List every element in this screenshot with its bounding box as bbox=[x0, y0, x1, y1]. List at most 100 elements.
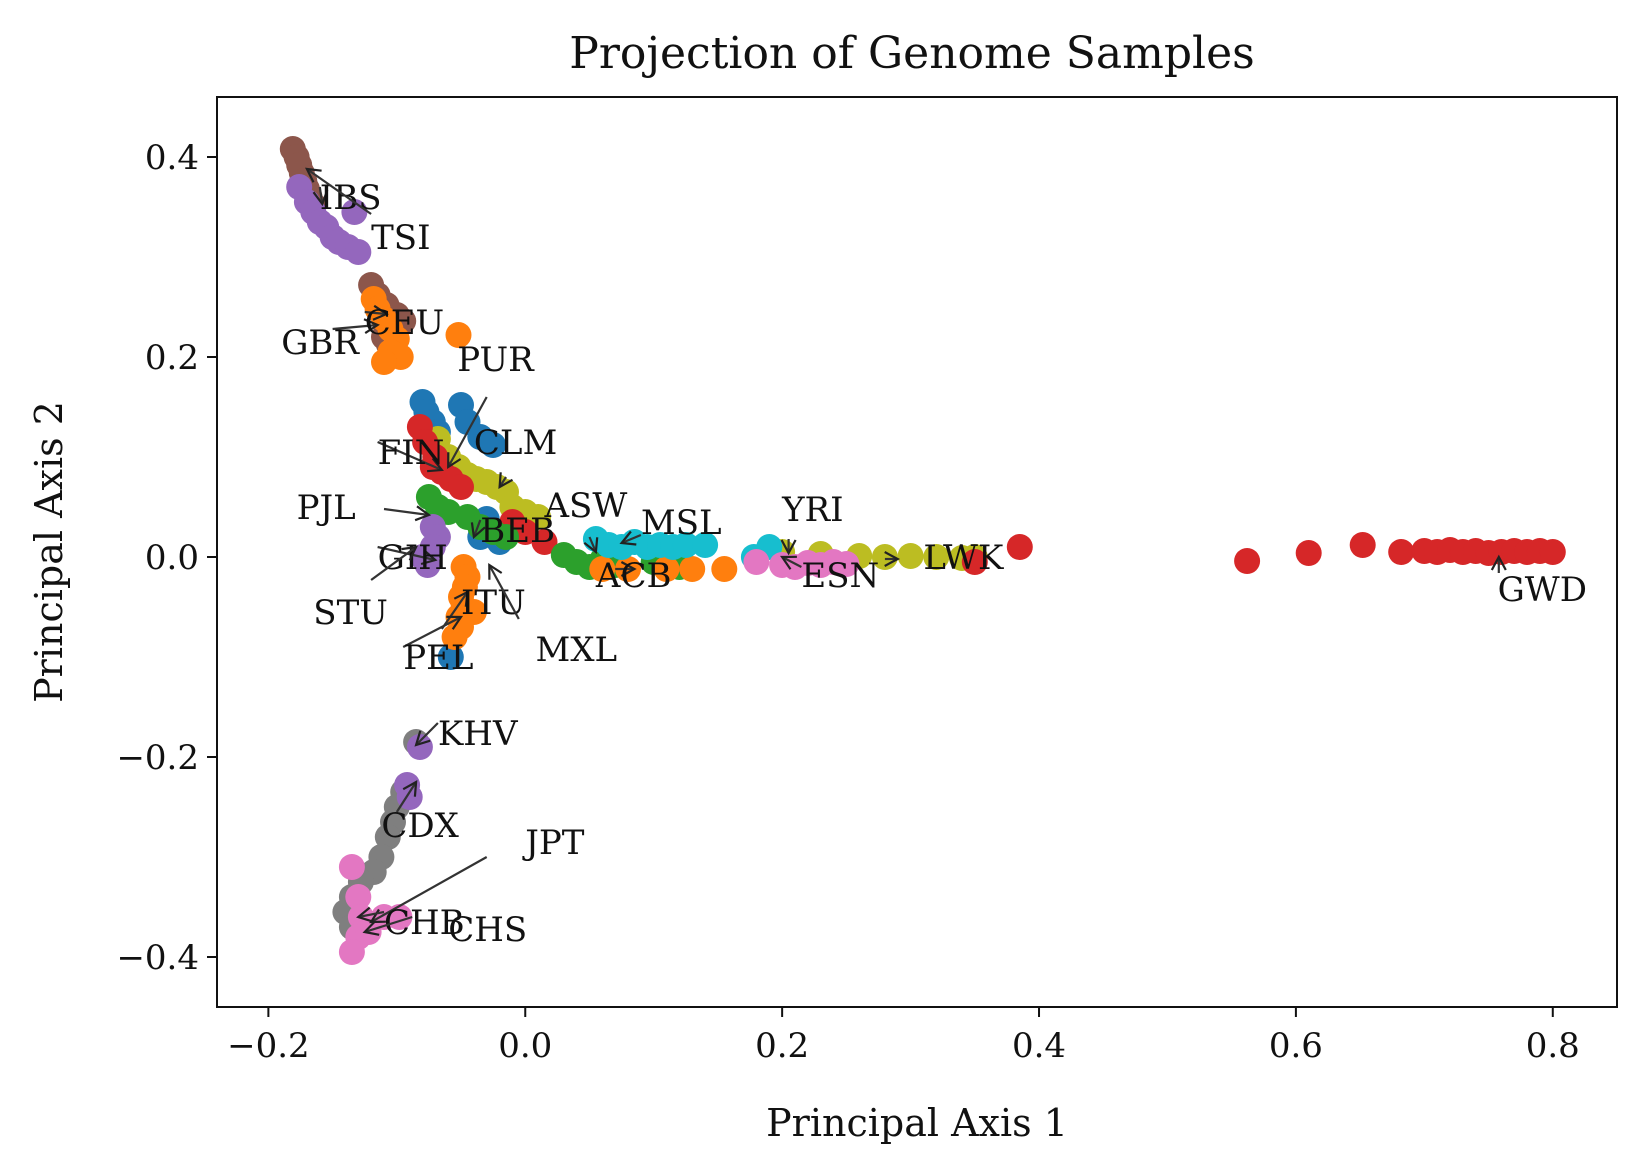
annotation-label-pjl: PJL bbox=[297, 488, 356, 528]
data-point-s10-p6 bbox=[833, 551, 860, 577]
annotation-label-itu: ITU bbox=[461, 583, 526, 623]
data-point-s8-p12 bbox=[679, 556, 706, 582]
annotation-arrowhead-mxl bbox=[488, 562, 503, 580]
annotation-label-chs: CHS bbox=[448, 910, 527, 950]
annotation-arrowhead-gbr bbox=[363, 318, 380, 335]
annotation-arrowhead-ibs bbox=[312, 189, 329, 207]
annotation-arrowhead-yri bbox=[780, 539, 797, 556]
annotation-label-gbr: GBR bbox=[281, 323, 360, 363]
chart-title: Projection of Genome Samples bbox=[569, 28, 1255, 79]
annotation-arrowhead-stu bbox=[401, 545, 418, 561]
annotation-label-tsi: TSI bbox=[371, 218, 430, 258]
x-tick-label: 0.4 bbox=[1012, 1026, 1066, 1066]
annotation-arrow-jpt bbox=[370, 856, 488, 923]
annotation-arrowhead-clm bbox=[498, 472, 514, 489]
annotation-arrow-msl bbox=[621, 533, 642, 545]
annotation-label-pel: PEL bbox=[403, 638, 473, 678]
data-point-s5-p10 bbox=[961, 549, 988, 575]
data-point-s13-p0 bbox=[338, 854, 365, 880]
annotation-arrow-beb bbox=[472, 519, 482, 538]
annotation-label-fin: FIN bbox=[378, 433, 445, 473]
annotation-label-jpt: JPT bbox=[522, 823, 585, 863]
y-tick-label: −0.4 bbox=[116, 938, 199, 978]
data-point-s1-p9 bbox=[341, 199, 368, 225]
data-point-s5-p12 bbox=[1234, 548, 1261, 574]
annotation-arrowhead-pjl bbox=[414, 505, 432, 522]
y-tick-label: −0.2 bbox=[116, 738, 199, 778]
data-point-s2-p8 bbox=[445, 322, 472, 348]
data-point-s5-p15 bbox=[1388, 539, 1415, 565]
data-point-s13-p4 bbox=[338, 939, 365, 965]
data-point-s5-p26 bbox=[1539, 539, 1566, 565]
y-tick-label: 0.2 bbox=[145, 338, 199, 378]
annotation-label-acb: ACB bbox=[595, 556, 672, 596]
annotation-arrowhead-gih bbox=[420, 549, 438, 566]
annotation-arrowhead-ceu bbox=[372, 304, 389, 321]
data-point-s5-p14 bbox=[1349, 532, 1376, 558]
annotation-arrowhead-chs bbox=[362, 920, 380, 936]
x-tick-label: 0.6 bbox=[1269, 1026, 1323, 1066]
annotation-label-chb: CHB bbox=[384, 903, 465, 943]
y-tick-label: 0.0 bbox=[145, 538, 199, 578]
annotation-label-khv: KHV bbox=[438, 714, 519, 754]
annotation-label-msl: MSL bbox=[641, 503, 722, 543]
annotation-arrow-pur bbox=[447, 396, 488, 468]
annotation-label-lwk: LWK bbox=[923, 538, 1004, 578]
annotation-arrow-ibs bbox=[318, 186, 324, 205]
annotation-arrowhead-cdx bbox=[402, 780, 418, 797]
annotation-arrowhead-pel bbox=[446, 615, 464, 630]
data-point-s4-p16 bbox=[923, 544, 950, 570]
annotation-label-gih: GIH bbox=[378, 538, 448, 578]
annotation-arrowhead-acb bbox=[620, 561, 637, 577]
annotation-arrow-fin bbox=[377, 440, 443, 472]
data-points bbox=[279, 136, 1566, 965]
annotation-label-mxl: MXL bbox=[536, 630, 618, 670]
data-point-s8-p11 bbox=[653, 556, 680, 582]
plot-frame bbox=[216, 96, 1618, 1008]
data-point-s11-p4 bbox=[374, 824, 401, 850]
x-tick-label: 0.8 bbox=[1526, 1026, 1580, 1066]
annotation-label-stu: STU bbox=[313, 593, 388, 633]
data-point-s3-p7 bbox=[480, 432, 507, 458]
annotation-arrowhead-pur bbox=[447, 452, 462, 470]
data-point-s10-p0 bbox=[743, 549, 770, 575]
annotation-arrowhead-tsi bbox=[305, 167, 322, 183]
annotation-arrow-ceu bbox=[364, 310, 387, 316]
data-point-s1-p8 bbox=[345, 239, 372, 265]
y-axis-ticks: −0.4 −0.2 0.0 0.2 0.4 bbox=[116, 138, 217, 978]
data-point-s5-p9 bbox=[531, 529, 558, 555]
data-point-s9-p7 bbox=[672, 532, 699, 558]
annotation-arrow-pjl bbox=[383, 507, 430, 517]
data-point-s12-p0 bbox=[406, 734, 433, 760]
annotation-arrowhead-khv bbox=[414, 730, 431, 747]
annotation-arrow-asw bbox=[588, 536, 597, 553]
annotation-arrowhead-fin bbox=[427, 457, 444, 473]
x-tick-label: −0.2 bbox=[227, 1026, 310, 1066]
annotation-arrow-tsi bbox=[306, 168, 372, 215]
annotation-arrow-esn bbox=[781, 556, 802, 568]
annotation-arrowhead-esn bbox=[780, 555, 797, 570]
data-point-s9-p8 bbox=[692, 532, 719, 558]
annotation-arrow-itu bbox=[440, 591, 469, 630]
annotation-arrow-mxl bbox=[488, 564, 520, 620]
data-point-s8-p13 bbox=[711, 556, 738, 582]
x-axis-label: Principal Axis 1 bbox=[766, 1101, 1068, 1145]
annotation-label-clm: CLM bbox=[474, 423, 557, 463]
y-tick-label: 0.4 bbox=[145, 138, 199, 178]
annotation-arrow-gbr bbox=[332, 323, 378, 331]
annotation-arrowhead-lwk bbox=[884, 551, 901, 567]
annotation-arrowhead-chb bbox=[356, 906, 373, 923]
data-point-s5-p11 bbox=[1006, 534, 1033, 560]
annotation-label-esn: ESN bbox=[801, 556, 879, 596]
data-point-s5-p5 bbox=[448, 474, 474, 500]
x-axis-ticks: −0.2 0.0 0.2 0.4 0.6 0.8 bbox=[227, 1007, 1580, 1066]
annotation-arrow-chb bbox=[358, 910, 385, 919]
annotation-arrow-khv bbox=[415, 722, 439, 746]
x-tick-label: 0.2 bbox=[755, 1026, 809, 1066]
annotation-label-ceu: CEU bbox=[365, 303, 445, 343]
data-point-s4-p15 bbox=[897, 543, 924, 569]
annotation-label-pur: PUR bbox=[457, 340, 535, 380]
annotation-label-cdx: CDX bbox=[381, 806, 459, 846]
